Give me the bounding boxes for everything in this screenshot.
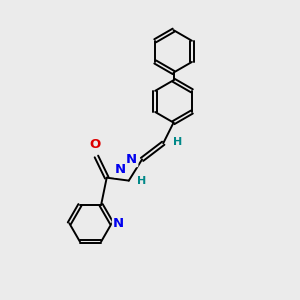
Text: H: H xyxy=(173,137,182,147)
Text: N: N xyxy=(115,163,126,176)
Text: O: O xyxy=(89,138,100,151)
Text: N: N xyxy=(126,153,137,166)
Text: H: H xyxy=(137,176,146,186)
Text: N: N xyxy=(113,217,124,230)
